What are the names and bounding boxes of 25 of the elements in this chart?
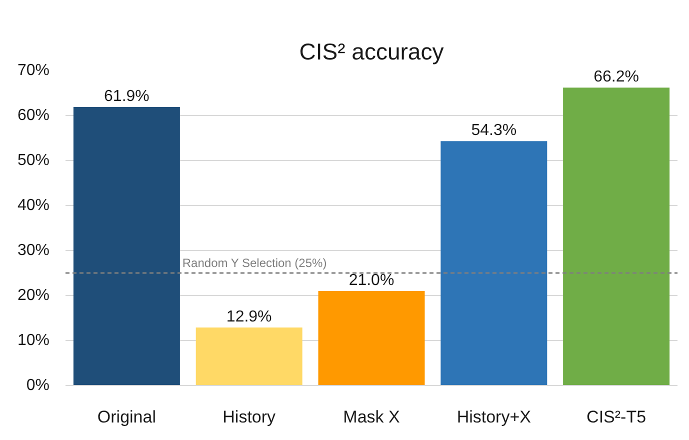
ref-line-label: Random Y Selection (25%) bbox=[182, 256, 327, 270]
bar bbox=[73, 106, 180, 386]
data-label: 61.9% bbox=[104, 88, 150, 105]
y-tick-label: 10% bbox=[17, 332, 50, 349]
y-tick-label: 60% bbox=[17, 107, 50, 124]
y-tick-label: 40% bbox=[17, 197, 50, 214]
y-tick-label: 20% bbox=[17, 287, 50, 304]
x-tick-label: Mask X bbox=[343, 408, 400, 426]
bar bbox=[563, 88, 670, 386]
data-label: 12.9% bbox=[226, 308, 272, 326]
data-label: 66.2% bbox=[594, 68, 639, 86]
x-tick-label: Original bbox=[97, 408, 156, 426]
x-tick-label: History+X bbox=[456, 408, 531, 426]
x-tick-label: CIS²-T5 bbox=[586, 408, 646, 426]
y-tick-label: 70% bbox=[17, 62, 50, 79]
data-label: 21.0% bbox=[348, 272, 394, 289]
bar bbox=[196, 327, 302, 386]
y-tick-label: 0% bbox=[26, 377, 50, 394]
bar bbox=[318, 291, 425, 386]
chart-title: CIS² accuracy bbox=[299, 38, 444, 64]
y-tick-label: 50% bbox=[17, 152, 50, 169]
data-label: 54.3% bbox=[471, 122, 517, 140]
x-tick-label: History bbox=[222, 408, 276, 426]
y-tick-label: 30% bbox=[17, 242, 50, 259]
bar bbox=[440, 141, 548, 386]
